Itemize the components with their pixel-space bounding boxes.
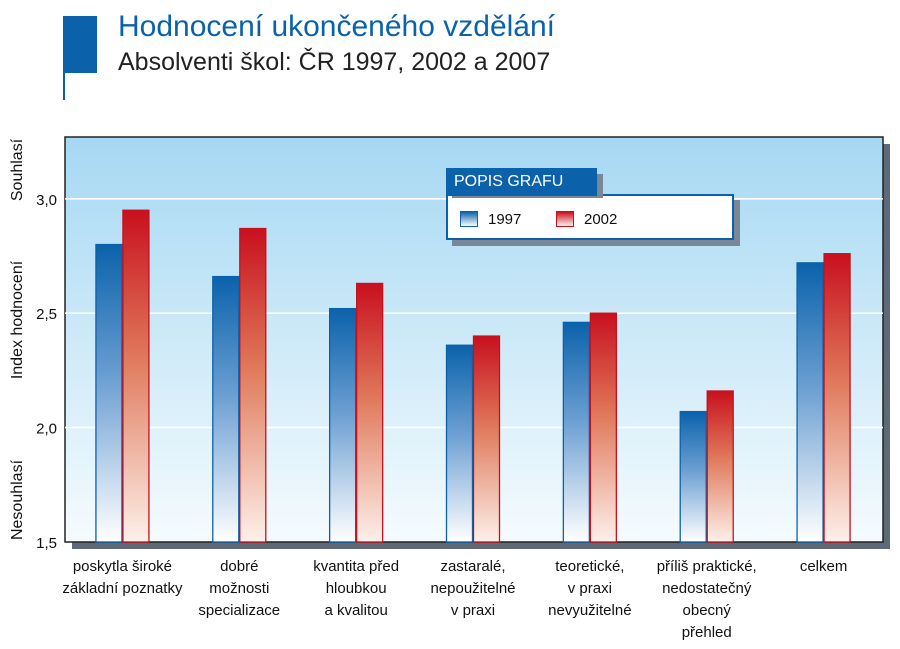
legend-label-1997: 1997 <box>488 210 522 228</box>
bar-1997-5 <box>562 321 591 543</box>
x-category-label: dobré možnosti specializace <box>198 558 280 619</box>
header: Hodnocení ukončeného vzdělání Absolventi… <box>0 0 900 110</box>
y-tick-labels: 1,5 2,0 2,5 3,0 <box>36 192 57 552</box>
legend-item-2002: 2002 <box>556 210 617 228</box>
x-category-label-line: obecný <box>683 602 732 619</box>
y-tick-label: 3,0 <box>36 192 57 209</box>
y-tick-label: 2,5 <box>36 306 57 323</box>
x-category-label-line: příliš praktické, <box>657 558 757 575</box>
bar-2002-3 <box>355 282 384 543</box>
bar-2002-2 <box>239 227 267 543</box>
legend-swatch-1997 <box>460 211 478 227</box>
bars <box>95 209 851 543</box>
bar-1997-1 <box>95 243 123 543</box>
x-category-label-line: specializace <box>198 602 280 619</box>
page-subtitle: Absolventi škol: ČR 1997, 2002 a 2007 <box>118 48 551 76</box>
y-tick-label: 2,0 <box>36 421 57 438</box>
x-category-label: teoretické, v praxi nevyužitelné <box>548 558 631 619</box>
bar-2002-4 <box>472 335 501 543</box>
page-title: Hodnocení ukončeného vzdělání <box>118 10 555 43</box>
bar-1997-3 <box>328 307 357 543</box>
x-category-label-line: celkem <box>800 558 848 575</box>
bar-1997-6 <box>679 410 707 543</box>
x-category-label: kvantita před hloubkou a kvalitou <box>313 558 399 619</box>
x-category-label: poskytla široké základní poznatky <box>62 558 183 597</box>
x-category-label-line: hloubkou <box>326 580 387 597</box>
y-axis-title: Index hodnocení <box>9 260 26 379</box>
header-accent-bar <box>64 16 97 73</box>
x-category-label-line: dobré <box>220 558 258 575</box>
y-axis-top-label: Souhlasí <box>9 138 26 201</box>
x-category-label-line: teoretické, <box>555 558 624 575</box>
x-category-label-line: a kvalitou <box>324 602 387 619</box>
bar-1997-4 <box>445 344 474 543</box>
x-category-label-line: nedostatečný <box>662 580 752 597</box>
x-category-label-line: základní poznatky <box>62 580 183 597</box>
legend-swatch-2002 <box>556 211 574 227</box>
x-category-label: celkem <box>800 558 848 575</box>
bar-1997-2 <box>212 275 240 543</box>
legend-heading: POPIS GRAFU <box>446 168 597 196</box>
x-category-label-line: kvantita před <box>313 558 399 575</box>
x-category-label-line: poskytla široké <box>73 558 172 575</box>
x-category-label: zastaralé, nepoužitelné v praxi <box>430 558 515 619</box>
x-category-label-line: přehled <box>682 624 732 641</box>
legend: POPIS GRAFU 1997 2002 <box>446 168 740 246</box>
y-axis-bottom-label: Nesouhlasí <box>9 459 26 540</box>
bar-2002-1 <box>122 209 150 543</box>
legend-item-1997: 1997 <box>460 210 521 228</box>
bar-1997-7 <box>796 262 824 543</box>
y-tick-label: 1,5 <box>36 535 57 552</box>
x-category-label-line: nevyužitelné <box>548 602 631 619</box>
bar-2002-6 <box>706 390 734 543</box>
bar-2002-5 <box>589 312 618 543</box>
legend-label-2002: 2002 <box>584 210 618 228</box>
x-category-label-line: možnosti <box>209 580 269 597</box>
x-category-label-line: zastaralé, <box>440 558 505 575</box>
bar-2002-7 <box>823 253 851 543</box>
x-category-labels: poskytla široké základní poznatky dobré mož… <box>62 558 847 641</box>
x-category-label: příliš praktické, nedostatečný obecný přehl… <box>657 558 757 641</box>
x-category-label-line: v praxi <box>451 602 495 619</box>
x-category-label-line: nepoužitelné <box>430 580 515 597</box>
x-category-label-line: v praxi <box>568 580 612 597</box>
